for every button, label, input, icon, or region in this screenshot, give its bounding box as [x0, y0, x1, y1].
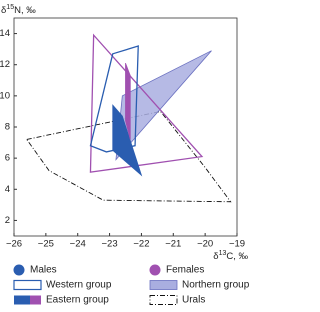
y-label-sup: 15 — [6, 4, 14, 11]
legend-swatch — [149, 295, 178, 305]
legend-swatch — [30, 295, 41, 305]
y-tick-label: 14 — [0, 28, 10, 39]
y-tick-label: 2 — [5, 215, 10, 226]
legend-marker — [13, 264, 25, 276]
x-tick-label: −26 — [6, 239, 22, 250]
legend-swatch — [14, 295, 30, 305]
legend-swatch — [13, 279, 42, 291]
x-tick-label: −22 — [133, 239, 149, 250]
y-axis-label: δ15N, ‰ — [1, 4, 36, 16]
y-label-part: N, ‰ — [14, 5, 36, 16]
legend-label: Eastern group — [46, 295, 109, 306]
legend-label: Males — [30, 265, 57, 276]
y-tick-label: 12 — [0, 59, 10, 70]
group-polygon — [125, 63, 131, 140]
chart: δ15N, ‰ δ13C, ‰ −26 −25 −24 −23 −22 −21 −20 −19… — [0, 4, 250, 306]
legend-label: Western group — [46, 280, 112, 291]
x-tick-label: −23 — [102, 239, 118, 250]
y-tick-label: 10 — [0, 90, 10, 101]
x-tick-label: −21 — [165, 239, 181, 250]
y-tick-label: 6 — [5, 153, 10, 164]
y-tick-label: 8 — [5, 122, 10, 133]
x-label-part: C, ‰ — [226, 251, 248, 262]
legend-label: Females — [166, 265, 204, 276]
group-polygon — [89, 33, 204, 173]
x-tick-label: −25 — [38, 239, 54, 250]
x-axis-label: δ13C, ‰ — [213, 250, 248, 262]
x-tick-label: −24 — [70, 239, 86, 250]
legend-marker — [149, 264, 161, 276]
x-label-sup: 13 — [219, 250, 227, 257]
legend-swatch — [149, 280, 178, 290]
x-label-part: δ — [213, 251, 218, 262]
legend-label: Northern group — [182, 280, 250, 291]
y-tick-label: 4 — [5, 184, 10, 195]
x-tick-label: −19 — [229, 239, 245, 250]
legend-label: Urals — [182, 295, 205, 306]
x-tick-label: −20 — [197, 239, 213, 250]
group-polygon — [112, 104, 143, 177]
y-label-part: δ — [1, 5, 6, 16]
group-polygon — [25, 110, 232, 203]
